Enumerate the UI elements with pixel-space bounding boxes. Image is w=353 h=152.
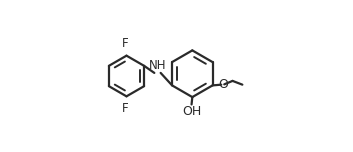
Text: O: O [218, 78, 228, 91]
Text: NH: NH [149, 59, 166, 72]
Text: F: F [122, 37, 128, 50]
Text: F: F [122, 102, 128, 115]
Text: OH: OH [182, 105, 201, 118]
